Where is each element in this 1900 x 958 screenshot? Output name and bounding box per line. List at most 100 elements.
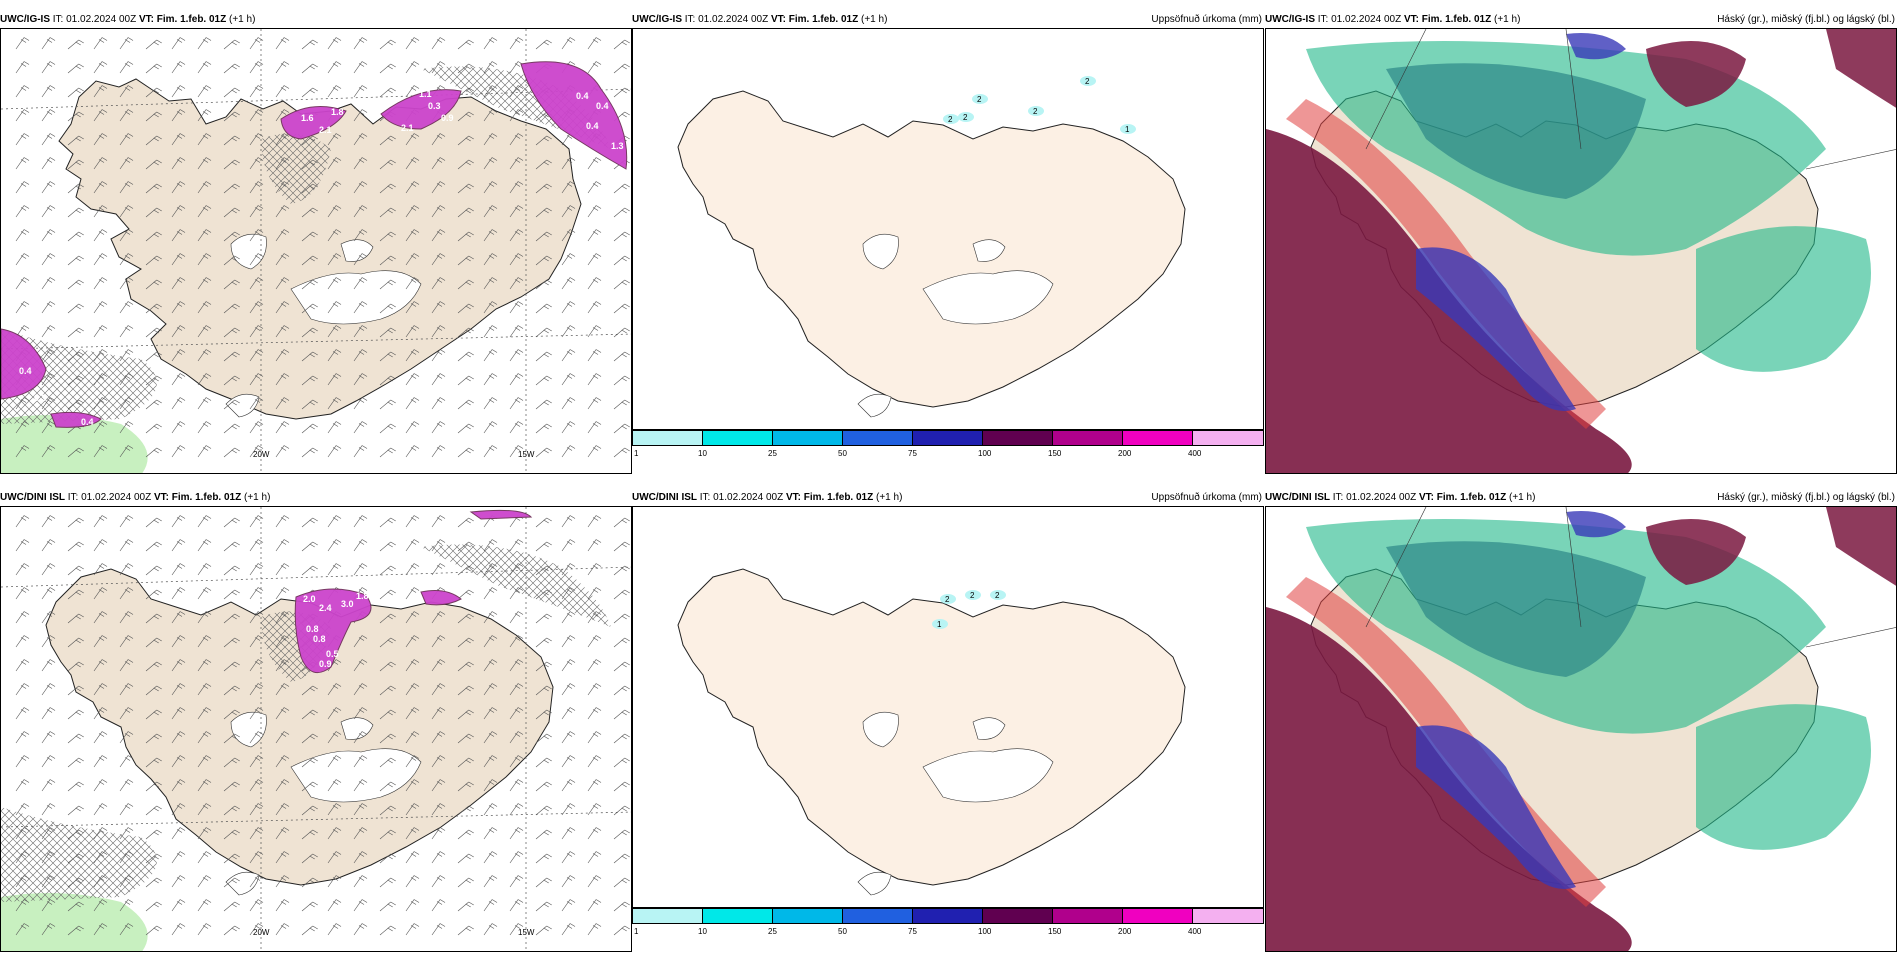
wind-barb bbox=[67, 757, 84, 768]
wind-barb bbox=[457, 517, 474, 528]
wind-barb bbox=[301, 805, 318, 816]
precip-value-label: 0.4 bbox=[19, 366, 32, 376]
low-cloud-dense-area bbox=[1386, 541, 1646, 677]
wind-barb bbox=[483, 373, 498, 386]
wind-barb bbox=[119, 205, 134, 218]
wind-barb bbox=[509, 755, 524, 768]
precip-value-label: 1.8 bbox=[356, 591, 369, 601]
precip-area bbox=[420, 590, 462, 606]
wind-barb bbox=[145, 757, 162, 768]
wind-barb bbox=[145, 87, 162, 98]
wind-barb bbox=[613, 183, 630, 194]
colorbar-tick-label: 75 bbox=[908, 449, 917, 458]
wind-barb bbox=[431, 37, 446, 50]
wind-barb bbox=[275, 37, 290, 50]
wind-barb bbox=[613, 829, 630, 840]
precip-value-label: 0.9 bbox=[319, 659, 332, 669]
wind-barb bbox=[41, 611, 56, 624]
precip-value-label: 1.1 bbox=[419, 89, 432, 99]
wind-barb bbox=[457, 829, 474, 840]
wind-barb bbox=[613, 303, 630, 314]
wind-barb bbox=[197, 827, 212, 840]
wind-barb bbox=[613, 685, 630, 696]
wind-barb bbox=[41, 779, 56, 792]
wind-barb bbox=[93, 205, 108, 218]
colorbar-tick-label: 75 bbox=[908, 927, 917, 936]
wind-barb bbox=[483, 133, 498, 146]
wind-barb bbox=[171, 85, 186, 98]
wind-barb bbox=[405, 349, 420, 362]
wind-barb bbox=[249, 61, 264, 74]
wind-barb bbox=[301, 327, 318, 338]
iceland-land bbox=[677, 90, 1186, 408]
wind-barb bbox=[145, 853, 162, 864]
wind-barb bbox=[301, 757, 318, 768]
wind-barb bbox=[15, 875, 30, 888]
wind-barb bbox=[431, 899, 446, 912]
wind-barb bbox=[457, 183, 474, 194]
wind-barb bbox=[535, 279, 552, 290]
wind-barb bbox=[587, 683, 602, 696]
wind-barb bbox=[145, 327, 162, 338]
precip-spot bbox=[965, 590, 981, 600]
colorbar-segment bbox=[1052, 430, 1123, 446]
wind-barb bbox=[561, 325, 576, 338]
wind-barb bbox=[405, 157, 420, 170]
wind-barb bbox=[405, 635, 420, 648]
wind-barb bbox=[119, 181, 134, 194]
wind-barb bbox=[301, 733, 318, 744]
wind-barb bbox=[509, 683, 524, 696]
wind-barb bbox=[509, 587, 524, 600]
wind-barb bbox=[613, 781, 630, 792]
wind-barb bbox=[483, 325, 498, 338]
wind-barb bbox=[535, 901, 552, 912]
wind-barb bbox=[93, 397, 108, 410]
precip-value-label: 2.0 bbox=[303, 594, 316, 604]
wind-barb bbox=[223, 351, 240, 362]
wind-barb bbox=[93, 659, 108, 672]
wind-barb bbox=[483, 899, 498, 912]
glacier bbox=[290, 748, 422, 803]
wind-barb bbox=[41, 325, 56, 338]
wind-barb bbox=[509, 37, 524, 50]
wind-barb bbox=[67, 829, 84, 840]
wind-barb bbox=[67, 781, 84, 792]
wind-barb bbox=[353, 133, 368, 146]
wind-barb bbox=[15, 803, 30, 816]
wind-barb bbox=[275, 731, 290, 744]
region-boundary bbox=[1365, 507, 1427, 628]
wind-barb bbox=[301, 901, 318, 912]
wind-barb bbox=[197, 397, 212, 410]
wind-barb bbox=[353, 683, 368, 696]
colorbar-segment bbox=[982, 908, 1053, 924]
wind-barb bbox=[405, 133, 420, 146]
glacier bbox=[857, 871, 892, 896]
wind-barb bbox=[561, 37, 576, 50]
wind-barb bbox=[457, 589, 474, 600]
region-boundary bbox=[1805, 149, 1896, 170]
wind-barb bbox=[67, 231, 84, 242]
wind-barb bbox=[457, 709, 474, 720]
wind-barb bbox=[119, 707, 134, 720]
wind-barb bbox=[561, 421, 576, 434]
wind-barb bbox=[93, 301, 108, 314]
wind-barb bbox=[509, 421, 524, 434]
precip-value-label: 2 bbox=[1085, 77, 1090, 86]
wind-barb bbox=[223, 805, 240, 816]
wind-barb bbox=[145, 613, 162, 624]
wind-barb bbox=[145, 375, 162, 386]
wind-barb bbox=[119, 731, 134, 744]
wind-barb bbox=[587, 205, 602, 218]
wind-barb bbox=[275, 397, 290, 410]
wind-barb bbox=[327, 731, 342, 744]
wind-barb bbox=[457, 447, 474, 458]
wind-barb bbox=[223, 733, 240, 744]
wind-barb bbox=[67, 447, 84, 458]
wind-barb bbox=[301, 231, 318, 242]
wind-barb bbox=[587, 587, 602, 600]
wind-barb bbox=[613, 447, 630, 458]
wind-barb bbox=[119, 563, 134, 576]
wind-barb bbox=[431, 421, 446, 434]
wind-barb bbox=[457, 541, 474, 552]
panel-header: UWC/IG-IS IT: 01.02.2024 00Z VT: Fim. 1.… bbox=[1265, 12, 1897, 28]
